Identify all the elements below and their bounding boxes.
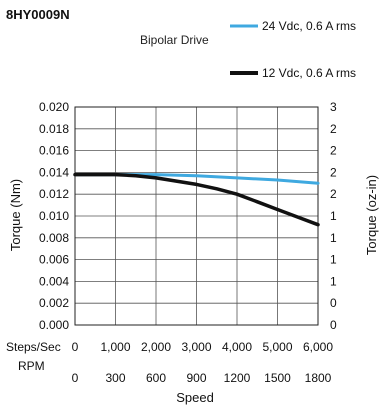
x-tick-label-rpm: 300 [105, 371, 125, 385]
x-tick-label-rpm: 1200 [224, 371, 251, 385]
y-tick-label-right: 1 [330, 231, 337, 245]
x-tick-label-steps: 0 [72, 340, 79, 354]
y-tick-label-right: 3 [330, 100, 337, 114]
y-tick-label-left: 0.014 [39, 165, 69, 179]
x-axis-label: Speed [176, 390, 214, 405]
y-axis-label-right: Torque (oz-in) [364, 175, 379, 255]
x-tick-label-steps: 5,000 [262, 340, 292, 354]
x-tick-label-rpm: 1800 [305, 371, 332, 385]
y-tick-label-left: 0.016 [39, 144, 69, 158]
x-tick-label-steps: 4,000 [222, 340, 252, 354]
y-tick-label-left: 0.020 [39, 100, 69, 114]
y-tick-label-right: 2 [330, 187, 337, 201]
y-tick-label-right: 1 [330, 253, 337, 267]
plot-frame [74, 106, 319, 326]
x-tick-label-rpm: 0 [72, 371, 79, 385]
y-tick-label-right: 0 [330, 296, 337, 310]
y-tick-label-right: 2 [330, 144, 337, 158]
y-tick-label-right: 2 [330, 165, 337, 179]
series-layer [73, 172, 320, 227]
x-tick-label-steps: 3,000 [181, 340, 211, 354]
y-tick-label-left: 0.008 [39, 231, 69, 245]
legend-label: 12 Vdc, 0.6 A rms [262, 66, 356, 80]
y-tick-label-left: 0.002 [39, 296, 69, 310]
y-tick-label-right: 2 [330, 122, 337, 136]
y-tick-label-right: 1 [330, 274, 337, 288]
tick-labels: 0.000 0.002 0.004 0.006 0.008 0.010 0.012 0.014… [39, 100, 337, 385]
y-tick-label-right: 0 [330, 318, 337, 332]
y-tick-label-left: 0.012 [39, 187, 69, 201]
y-tick-label-right: 1 [330, 209, 337, 223]
chart-subtitle: Bipolar Drive [140, 33, 209, 47]
x-tick-label-steps: 1,000 [100, 340, 130, 354]
x-tick-label-rpm: 1500 [264, 371, 291, 385]
x-tick-label-steps: 6,000 [303, 340, 333, 354]
legend-label: 24 Vdc, 0.6 A rms [262, 19, 356, 33]
model-title: 8HY0009N [6, 7, 70, 22]
grid [74, 106, 319, 326]
y-tick-label-left: 0.010 [39, 209, 69, 223]
x-tick-label-rpm: 900 [186, 371, 206, 385]
x-tick-label-steps: 2,000 [141, 340, 171, 354]
legend: 24 Vdc, 0.6 A rms 12 Vdc, 0.6 A rms [230, 19, 356, 80]
y-tick-label-left: 0.000 [39, 318, 69, 332]
x-tick-label-rpm: 600 [146, 371, 166, 385]
series-line [73, 172, 320, 227]
y-tick-label-left: 0.018 [39, 122, 69, 136]
x-row-label-steps: Steps/Sec [6, 340, 61, 354]
x-row-label-rpm: RPM [18, 359, 45, 373]
y-tick-label-left: 0.004 [39, 274, 69, 288]
y-tick-label-left: 0.006 [39, 253, 69, 267]
axes [74, 106, 319, 326]
y-axis-label-left: Torque (Nm) [8, 179, 23, 251]
